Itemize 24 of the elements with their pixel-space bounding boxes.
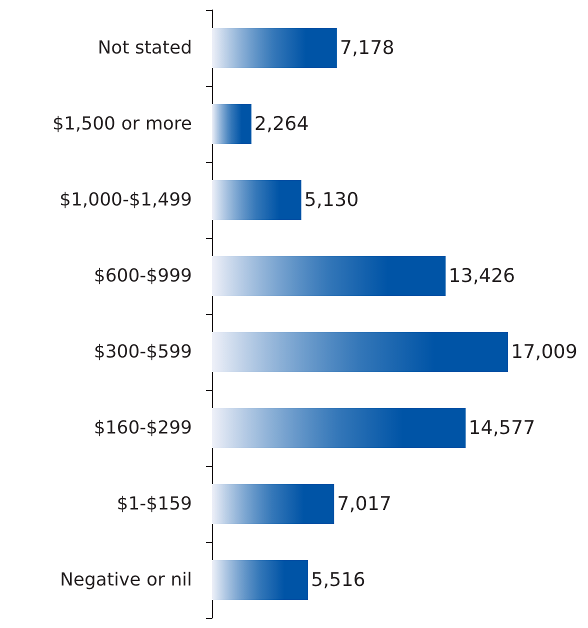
data-label: 7,017: [337, 493, 392, 515]
data-label: 2,264: [254, 113, 309, 135]
y-tick-label: $1,500 or more: [52, 114, 192, 134]
y-tick-label: Not stated: [98, 38, 192, 58]
bar: [212, 180, 302, 220]
bar: [212, 484, 334, 524]
bar: [212, 256, 446, 296]
data-label: 7,178: [340, 37, 394, 59]
bar: [212, 28, 337, 68]
bar: [212, 104, 252, 144]
data-label: 17,009: [511, 341, 578, 363]
y-tick-label: $300-$599: [94, 342, 192, 362]
bar: [212, 332, 508, 372]
bar: [212, 560, 308, 600]
bar: [212, 408, 466, 448]
data-label: 14,577: [468, 417, 536, 439]
y-tick-label: $1,000-$1,499: [60, 190, 192, 210]
y-tick-label: Negative or nil: [60, 570, 192, 590]
data-label: 5,130: [304, 189, 359, 211]
y-tick-label: $160-$299: [94, 418, 192, 438]
y-tick-label: $1-$159: [116, 494, 192, 514]
data-label: 13,426: [448, 265, 516, 287]
y-tick-label: $600-$999: [94, 266, 192, 286]
data-label: 5,516: [310, 569, 366, 591]
